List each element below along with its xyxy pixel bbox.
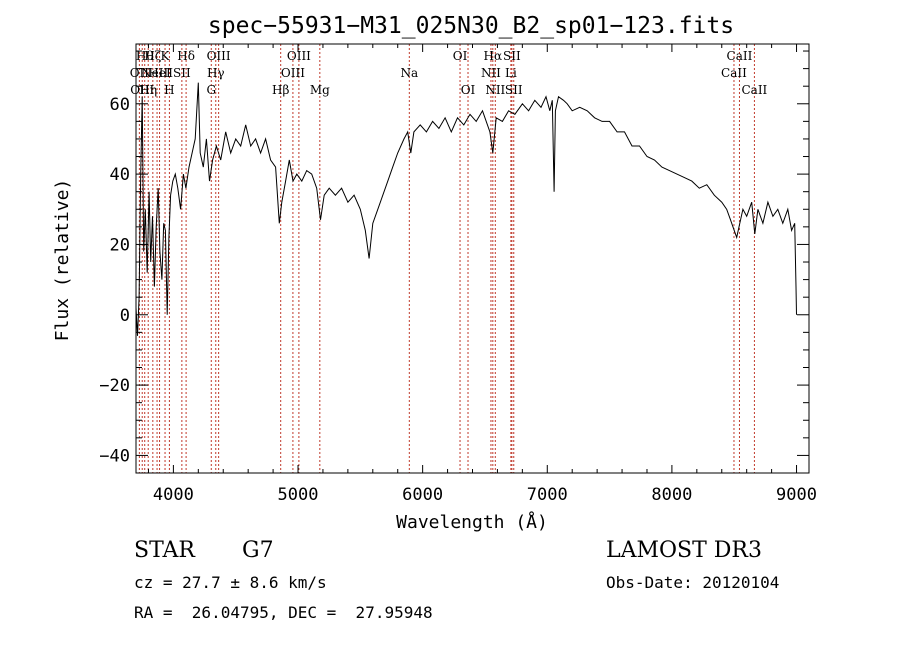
spectral-line-label: CaII — [721, 66, 747, 80]
x-tick-label: 6000 — [402, 485, 443, 505]
y-tick-label: 60 — [110, 95, 130, 115]
y-tick-label: −40 — [99, 446, 130, 466]
spectral-line-label: Hβ — [272, 83, 289, 97]
spectral-line-label: SII — [173, 66, 191, 80]
x-tick-label: 5000 — [278, 485, 319, 505]
observation-date: Obs-Date: 20120104 — [606, 573, 779, 592]
object-type: STAR — [134, 538, 195, 563]
spectral-line-label: G — [206, 83, 216, 97]
spectral-line-label: HeI — [148, 66, 171, 80]
spectral-line-label: NII — [485, 83, 505, 97]
coordinates: RA = 26.04795, DEC = 27.95948 — [134, 603, 433, 622]
x-tick-label: 9000 — [776, 485, 817, 505]
flux-series-line — [136, 83, 797, 336]
y-tick-label: −20 — [99, 376, 130, 396]
y-axis: −40 −20 0 20 40 60 — [99, 51, 809, 466]
spectral-line-label: Hδ — [177, 49, 195, 63]
spectral-line-label: Hα — [484, 49, 503, 63]
spectrum-figure: spec−55931−M31_025N30_B2_sp01−123.fits O… — [0, 0, 900, 649]
spectral-line-labels: OIIOIIIHθHηHζNeIIIHeIKHSIIHδGHγOIIIHβOII… — [130, 49, 768, 97]
spectral-line-label: OIII — [287, 49, 311, 63]
spectral-class: G7 — [242, 538, 274, 563]
x-tick-label: 4000 — [153, 485, 194, 505]
x-tick-label: 8000 — [651, 485, 692, 505]
y-tick-label: 20 — [110, 235, 130, 255]
spectral-line-label: H — [164, 83, 174, 97]
spectral-line-label: K — [161, 49, 171, 63]
spectral-line-label: Hη — [139, 83, 157, 97]
survey-name: LAMOST DR3 — [606, 538, 762, 563]
spectral-line-label: Li — [505, 66, 517, 80]
spectral-line-label: SII — [505, 83, 523, 97]
y-axis-label: Flux (relative) — [52, 179, 73, 342]
spectral-line-label: NII — [481, 66, 501, 80]
x-axis-label: Wavelength (Å) — [396, 511, 548, 533]
spectral-line-label: SII — [503, 49, 521, 63]
x-tick-label: 7000 — [527, 485, 568, 505]
spectral-line-label: OIII — [281, 66, 305, 80]
spectral-line-label: OI — [461, 83, 476, 97]
spectral-line-label: OI — [453, 49, 468, 63]
x-axis: 4000 5000 6000 7000 8000 9000 — [148, 44, 817, 505]
y-tick-label: 40 — [110, 165, 130, 185]
spectral-line-label: OIII — [207, 49, 231, 63]
spectral-line-markers — [139, 44, 754, 473]
spectral-line-label: CaII — [727, 49, 753, 63]
spectral-line-label: Mg — [310, 83, 330, 97]
spectral-line-label: Na — [400, 66, 418, 80]
y-tick-label: 0 — [120, 306, 130, 326]
spectral-line-label: Hγ — [207, 66, 225, 80]
spectral-line-label: Hζ — [144, 49, 161, 63]
chart-title: spec−55931−M31_025N30_B2_sp01−123.fits — [208, 13, 734, 39]
plot-frame — [136, 44, 809, 473]
spectral-line-label: CaII — [741, 83, 767, 97]
redshift-value: cz = 27.7 ± 8.6 km/s — [134, 573, 327, 592]
